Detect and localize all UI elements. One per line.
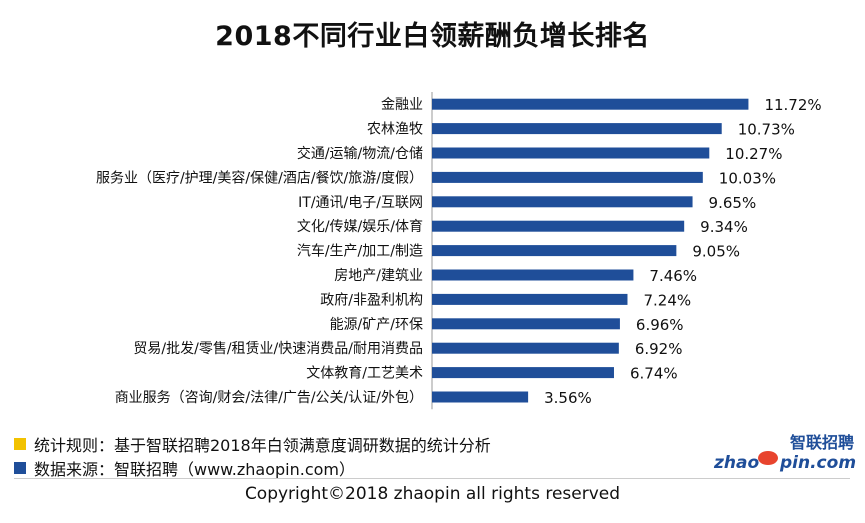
value-label: 10.73% [738,121,795,139]
value-label: 9.05% [692,243,740,261]
yellow-square-icon [14,438,26,450]
bar [432,171,703,183]
category-label: 农林渔牧 [367,122,423,138]
note-rule: 统计规则：基于智联招聘2018年白领满意度调研数据的统计分析 [14,432,491,456]
value-label: 10.27% [725,145,782,163]
category-label: 金融业 [381,97,423,113]
value-label: 6.92% [635,340,683,358]
category-label: 商业服务（咨询/财会/法律/广告/公关/认证/外包） [115,390,423,406]
value-label: 3.56% [544,389,592,407]
blue-square-icon [14,462,26,474]
note-source-text: 数据来源：智联招聘（www.zhaopin.com） [34,460,356,479]
bar [432,293,628,305]
value-label: 6.74% [630,365,678,383]
category-label: 汽车/生产/加工/制造 [297,243,423,260]
logo-cn: 智联招聘 [790,433,854,452]
bar [432,147,710,159]
category-label: 房地产/建筑业 [334,268,423,284]
bar [432,342,619,354]
zhaopin-logo: 智联招聘 zhao pin.com [713,433,856,473]
bar-chart: 金融业 11.72% 农林渔牧 10.73% 交通/运输/物流/仓储 10.27% 服务业（… [96,92,822,410]
bar [432,220,685,232]
chart-title: 2018不同行业白领薪酬负增长排名 [215,21,650,52]
value-label: 10.03% [719,169,776,187]
note-rule-text: 统计规则：基于智联招聘2018年白领满意度调研数据的统计分析 [34,436,491,455]
bar [432,391,529,403]
value-label: 7.46% [649,267,697,285]
bar [432,245,677,257]
value-label: 11.72% [764,96,821,114]
category-label: 能源/矿产/环保 [330,317,423,333]
note-source: 数据来源：智联招聘（www.zhaopin.com） [14,456,355,480]
copyright: Copyright©2018 zhaopin all rights reserv… [244,484,621,504]
bar [432,196,693,208]
bar [432,367,614,379]
logo-dot-icon [758,451,778,465]
bar [432,98,749,110]
bar [432,269,634,281]
category-label: 交通/运输/物流/仓储 [297,145,423,162]
value-label: 6.96% [636,316,684,334]
category-label: 贸易/批发/零售/租赁业/快速消费品/耐用消费品 [133,341,423,357]
bar [432,318,620,330]
category-label: IT/通讯/电子/互联网 [298,195,423,211]
logo-en-left: zhao [713,453,759,473]
category-label: 文化/传媒/娱乐/体育 [297,219,423,235]
value-label: 9.65% [709,194,757,212]
divider [14,478,850,479]
category-label: 文体教育/工艺美术 [306,366,423,382]
value-label: 7.24% [643,291,691,309]
category-label: 政府/非盈利机构 [320,292,423,308]
bar [432,123,722,135]
category-label: 服务业（医疗/护理/美容/保健/酒店/餐饮/旅游/度假） [96,169,423,186]
value-label: 9.34% [700,218,748,236]
logo-en-right: pin.com [779,453,856,473]
